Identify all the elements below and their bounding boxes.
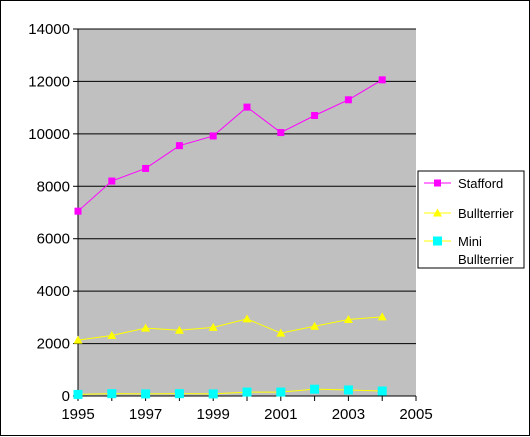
data-point xyxy=(276,328,286,337)
plot-area xyxy=(78,29,416,396)
data-point xyxy=(108,177,116,185)
gridlines xyxy=(78,28,416,345)
data-point xyxy=(311,112,319,120)
y-tick-label: 6000 xyxy=(37,231,70,248)
legend: Stafford Bullterrier Mini Bullterrier xyxy=(417,170,525,269)
data-point xyxy=(310,384,320,394)
legend-swatch-marker xyxy=(434,179,441,187)
data-point xyxy=(174,389,184,399)
legend-swatch-marker xyxy=(433,208,442,217)
y-tick-label: 8000 xyxy=(37,178,70,195)
data-point xyxy=(277,129,285,137)
series-line xyxy=(77,79,383,212)
data-point xyxy=(343,385,353,395)
data-point xyxy=(74,207,82,215)
data-point xyxy=(208,389,218,399)
legend-item: Stafford xyxy=(424,176,503,191)
legend-label: Bullterrier xyxy=(458,206,514,221)
data-point xyxy=(208,322,218,331)
data-point xyxy=(242,314,252,323)
data-point xyxy=(107,330,117,339)
y-tick-label: 4000 xyxy=(37,283,70,300)
x-tick-label: 1999 xyxy=(197,406,230,423)
data-point xyxy=(276,387,286,397)
x-tick-label: 2001 xyxy=(264,406,297,423)
data-point xyxy=(175,142,183,150)
series-1 xyxy=(74,76,386,215)
legend-label: Bullterrier xyxy=(458,252,514,267)
y-tick-labels: 0 2000 4000 6000 8000 10000 12000 14000 xyxy=(28,21,78,405)
y-tick-label: 12000 xyxy=(28,73,70,90)
series-2 xyxy=(73,312,387,344)
legend-item: Mini Bullterrier xyxy=(424,234,514,267)
data-point xyxy=(174,325,184,334)
data-point xyxy=(73,335,83,344)
y-tick-label: 14000 xyxy=(28,21,70,38)
data-point xyxy=(141,323,151,332)
y-tick-label: 0 xyxy=(62,388,70,405)
legend-item: Bullterrier xyxy=(424,206,514,221)
series-line xyxy=(77,316,383,341)
series-line xyxy=(77,388,383,395)
data-point xyxy=(344,96,352,104)
data-point xyxy=(141,389,151,399)
legend-label: Mini xyxy=(458,234,482,249)
data-point xyxy=(73,389,83,399)
legend-label: Stafford xyxy=(458,176,503,191)
series-3 xyxy=(73,384,387,399)
data-point xyxy=(107,389,117,399)
data-point xyxy=(243,103,251,111)
legend-swatch-marker xyxy=(433,236,442,246)
data-point xyxy=(242,387,252,397)
x-tick-label: 2003 xyxy=(332,406,365,423)
data-point xyxy=(378,76,386,84)
data-point xyxy=(310,321,320,330)
x-tick-labels: 1995 1997 1999 2001 2003 2005 xyxy=(61,396,433,423)
data-point xyxy=(343,314,353,323)
series-group xyxy=(73,76,387,399)
x-tick-label: 1995 xyxy=(61,406,94,423)
y-tick-label: 10000 xyxy=(28,126,70,143)
y-tick-label: 2000 xyxy=(37,336,70,353)
data-point xyxy=(377,386,387,396)
x-tick-label: 2005 xyxy=(399,406,432,423)
legend-box xyxy=(417,170,525,269)
x-tick-label: 1997 xyxy=(129,406,162,423)
data-point xyxy=(209,132,217,140)
data-point xyxy=(142,164,150,172)
data-point xyxy=(377,312,387,321)
